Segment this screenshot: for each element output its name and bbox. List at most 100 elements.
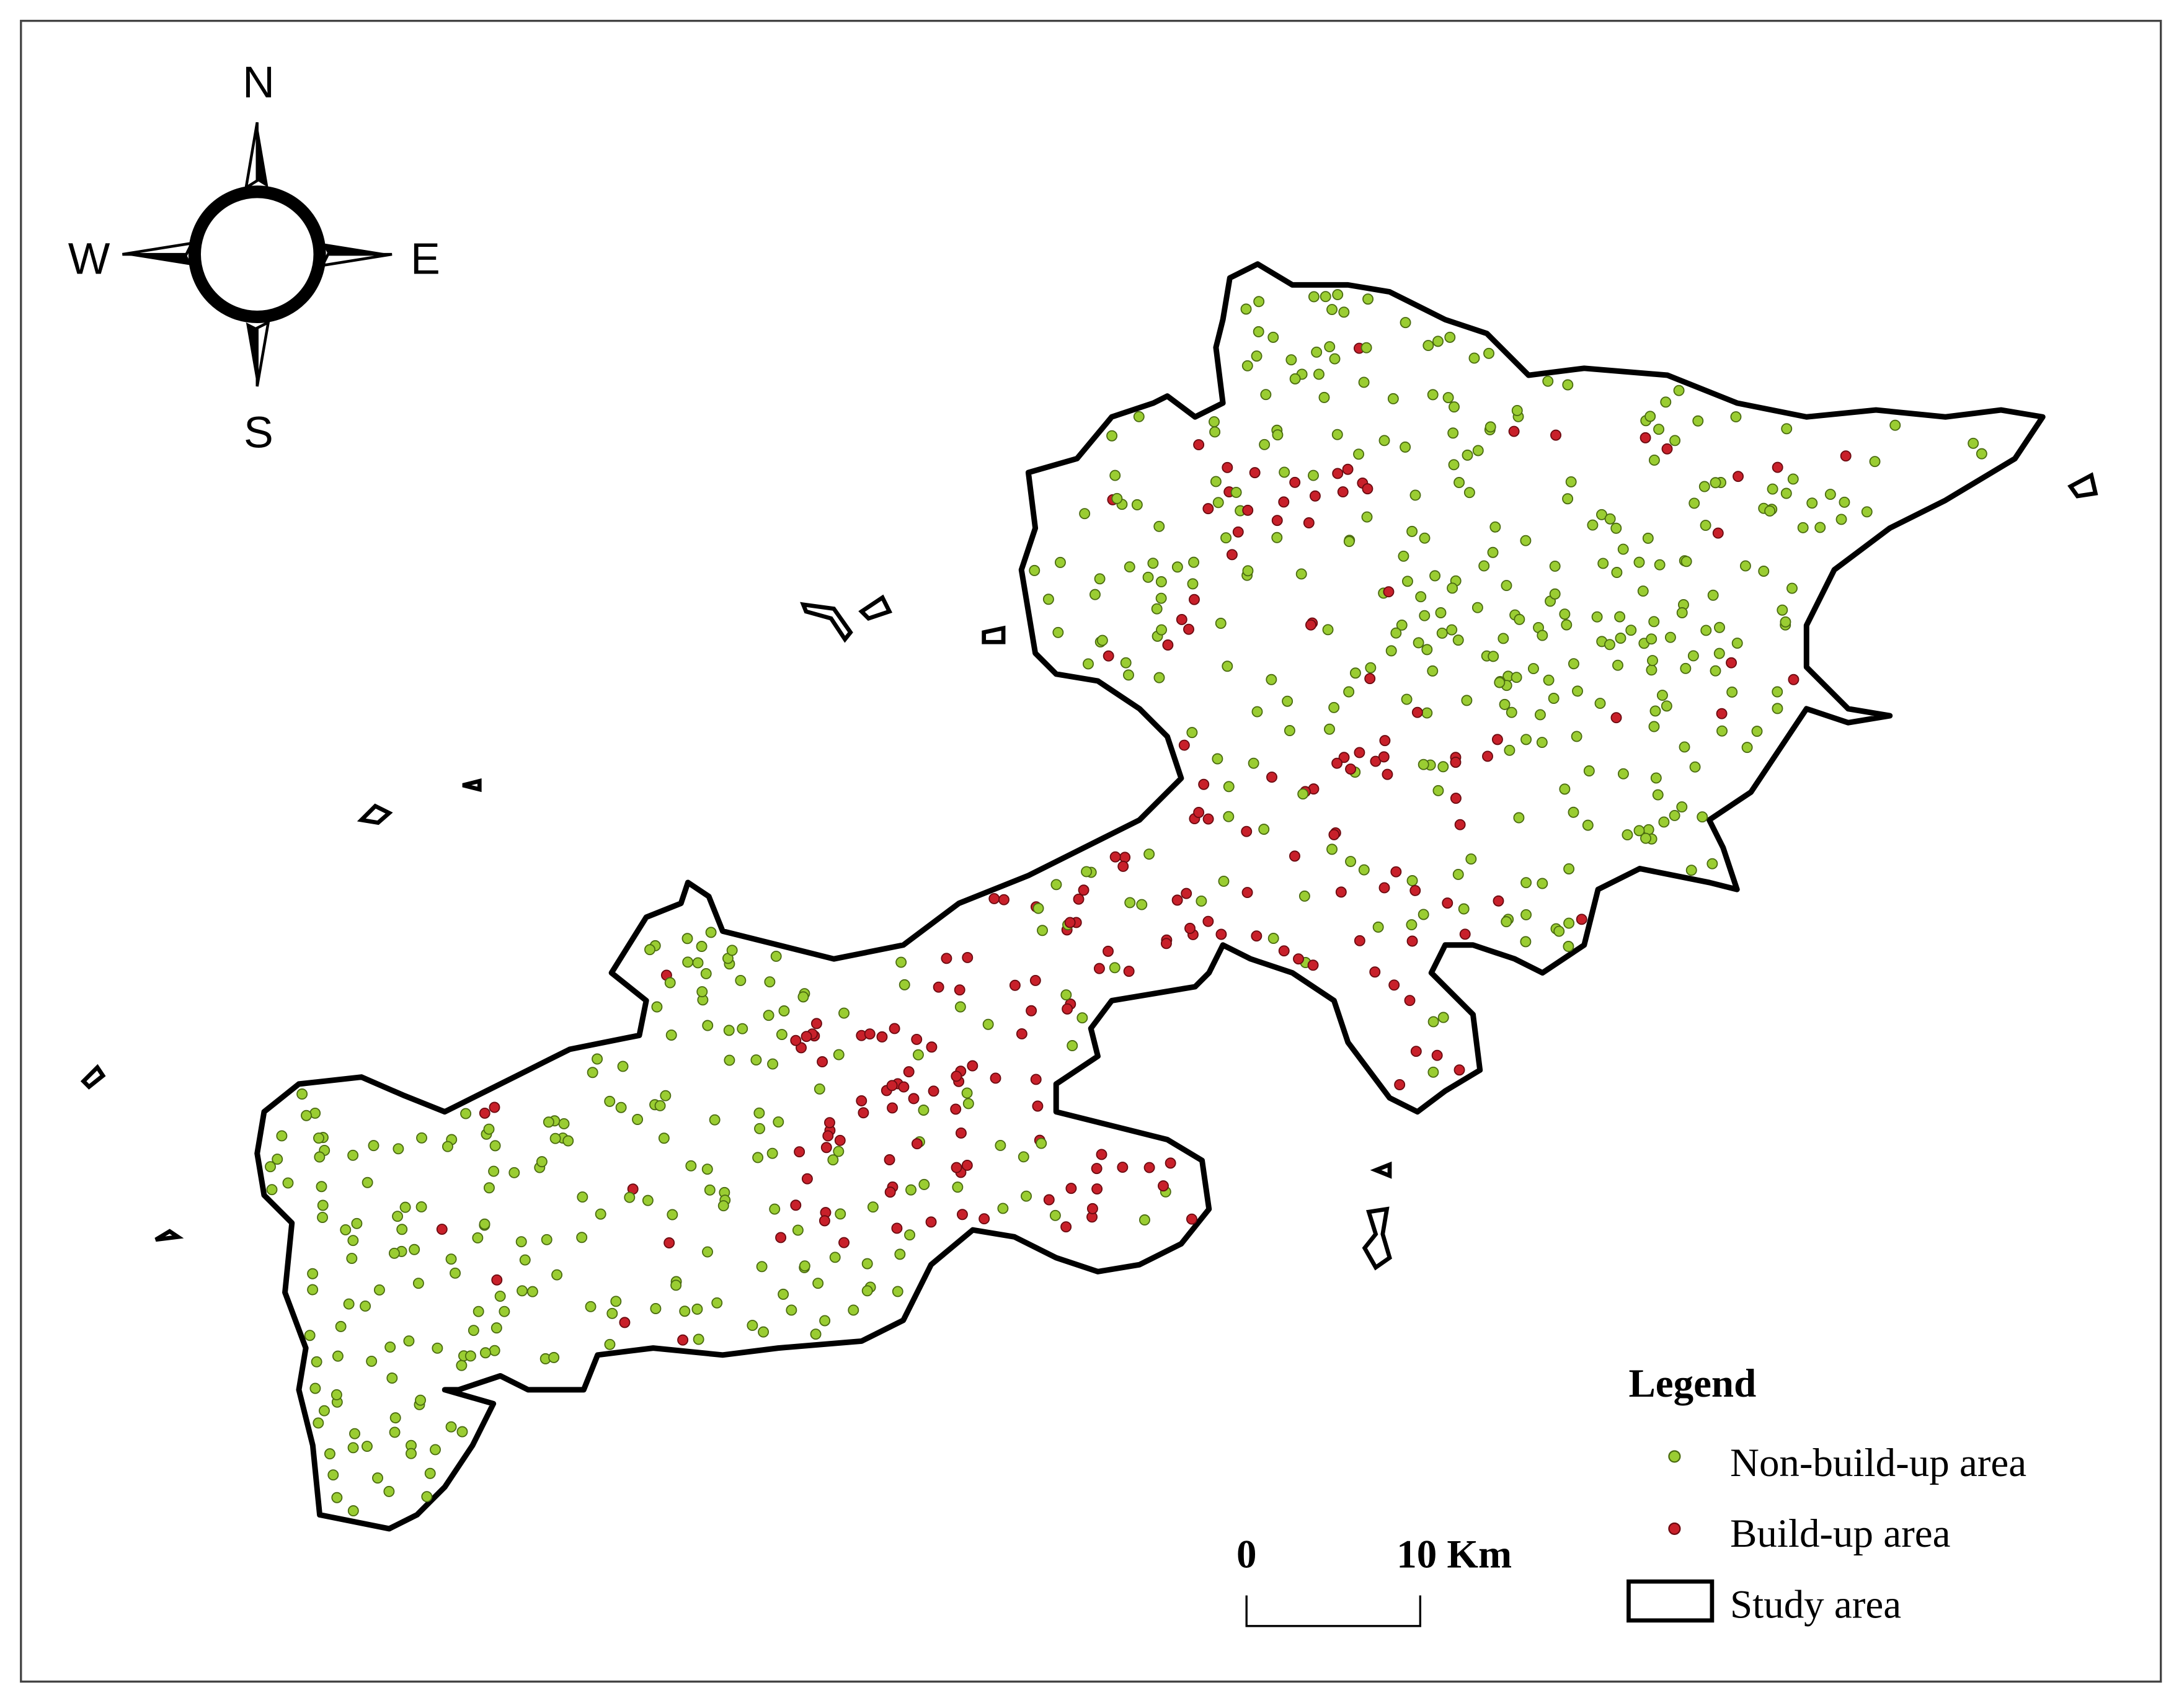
build-up-point — [908, 1093, 920, 1105]
build-up-point — [1242, 504, 1254, 516]
non-build-up-point — [351, 1217, 363, 1229]
non-build-up-point — [1124, 897, 1136, 909]
non-build-up-point — [1488, 651, 1499, 662]
non-build-up-point — [319, 1405, 330, 1417]
non-build-up-point — [1780, 616, 1791, 628]
non-build-up-point — [1869, 456, 1881, 468]
non-build-up-point — [1561, 619, 1573, 631]
non-build-up-point — [1604, 639, 1615, 651]
build-up-point — [1362, 483, 1374, 495]
non-build-up-point — [304, 1330, 316, 1341]
non-build-up-point — [479, 1218, 490, 1230]
build-up-point — [1202, 813, 1214, 825]
non-build-up-point — [1520, 877, 1532, 889]
non-build-up-point — [309, 1382, 321, 1394]
non-build-up-point — [1676, 607, 1688, 618]
non-build-up-point — [604, 1338, 616, 1350]
non-build-up-point — [1111, 492, 1123, 504]
non-build-up-point — [1109, 469, 1121, 481]
build-up-point — [887, 1102, 898, 1114]
non-build-up-point — [752, 1152, 764, 1163]
non-build-up-point — [301, 1110, 313, 1121]
non-build-up-point — [1332, 289, 1344, 301]
non-build-up-point — [1781, 423, 1793, 435]
non-build-up-point — [1499, 698, 1511, 710]
non-build-up-point — [403, 1335, 415, 1347]
non-build-up-point — [1353, 448, 1365, 460]
build-up-point — [1271, 515, 1283, 527]
non-build-up-point — [1610, 522, 1622, 534]
non-build-up-point — [753, 1107, 765, 1119]
non-build-up-point — [1562, 379, 1574, 391]
build-up-point — [1328, 829, 1340, 840]
build-up-point — [928, 1085, 939, 1097]
non-build-up-point — [1501, 916, 1512, 928]
build-up-point — [1453, 1064, 1465, 1076]
non-build-up-point — [952, 1181, 964, 1193]
sample-points — [265, 289, 1987, 1516]
non-build-up-point — [1647, 655, 1658, 667]
non-build-up-point — [1442, 392, 1454, 404]
non-build-up-point — [1212, 497, 1224, 509]
non-build-up-point — [551, 1269, 563, 1281]
non-build-up-point — [1360, 342, 1372, 354]
non-build-up-point — [1067, 1040, 1078, 1051]
non-build-up-point — [1209, 416, 1220, 428]
non-build-up-point — [442, 1141, 453, 1152]
build-up-point — [817, 1056, 828, 1067]
build-up-point — [1726, 657, 1737, 669]
non-build-up-point — [483, 1123, 495, 1135]
non-build-up-point — [389, 1426, 401, 1438]
non-build-up-point — [1648, 454, 1660, 466]
non-build-up-point — [349, 1428, 361, 1439]
build-up-point — [1143, 1162, 1155, 1173]
build-up-point — [1309, 490, 1321, 502]
non-build-up-point — [1338, 306, 1350, 318]
non-build-up-point — [1615, 633, 1626, 644]
build-up-point — [884, 1186, 896, 1198]
non-build-up-point — [1230, 486, 1242, 498]
build-up-point — [925, 1216, 937, 1228]
non-build-up-point — [1248, 757, 1259, 769]
build-up-point — [1064, 917, 1076, 928]
non-build-up-point — [1764, 505, 1776, 517]
non-build-up-point — [1052, 626, 1064, 638]
build-up-point — [956, 1209, 968, 1221]
non-build-up-point — [776, 1029, 788, 1041]
non-build-up-point — [1328, 701, 1340, 713]
non-build-up-point — [386, 1372, 398, 1384]
non-build-up-point — [1313, 368, 1325, 380]
build-up-point — [858, 1107, 869, 1119]
non-build-up-point — [1537, 629, 1548, 641]
non-build-up-point — [1520, 734, 1532, 745]
non-build-up-point — [313, 1417, 324, 1429]
non-build-up-point — [412, 1278, 424, 1289]
non-build-up-point — [1689, 761, 1701, 773]
build-up-point — [1096, 1149, 1107, 1160]
build-up-point — [1278, 945, 1290, 957]
non-build-up-point — [1483, 347, 1494, 359]
non-build-up-point — [848, 1304, 859, 1316]
non-build-up-point — [1054, 556, 1066, 568]
build-up-point — [856, 1095, 868, 1106]
non-build-up-point — [1361, 511, 1373, 523]
non-build-up-point — [424, 1467, 436, 1479]
non-build-up-point — [276, 1130, 288, 1142]
non-build-up-point — [1018, 1151, 1029, 1163]
non-build-up-point — [1322, 624, 1334, 636]
build-up-point — [955, 1127, 967, 1139]
build-up-point — [1215, 928, 1227, 940]
build-up-point — [790, 1199, 802, 1211]
non-build-up-point — [1378, 435, 1390, 447]
non-build-up-point — [1083, 658, 1094, 670]
non-build-up-point — [1372, 921, 1384, 933]
build-up-point — [1332, 468, 1344, 479]
non-build-up-point — [1767, 483, 1778, 495]
scale-line — [1245, 1595, 1422, 1627]
build-up-point — [891, 1222, 903, 1234]
non-build-up-point — [861, 1258, 873, 1270]
non-build-up-point — [456, 1359, 468, 1371]
non-build-up-point — [1215, 618, 1227, 629]
build-up-point — [1370, 755, 1382, 767]
non-build-up-point — [1037, 925, 1048, 936]
